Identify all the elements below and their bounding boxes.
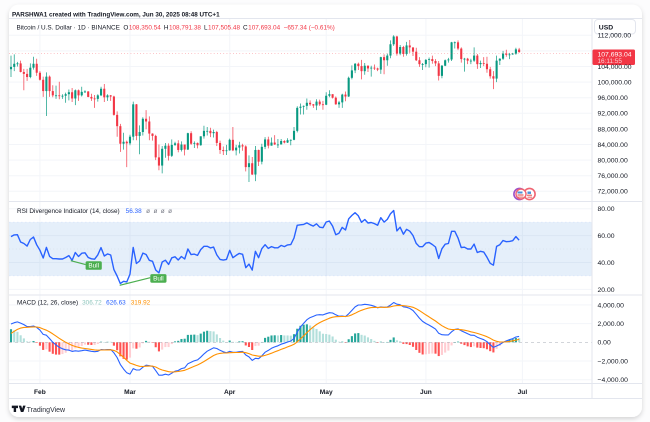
- svg-text:Bitcoin / U.S. Dollar · 1D · B: Bitcoin / U.S. Dollar · 1D · BINANCE O108…: [17, 24, 335, 31]
- svg-text:107,693.04: 107,693.04: [598, 51, 632, 58]
- svg-text:72,000.00: 72,000.00: [598, 189, 628, 196]
- svg-text:76,000.00: 76,000.00: [598, 173, 628, 180]
- svg-text:20.00: 20.00: [598, 287, 615, 294]
- svg-text:Bull: Bull: [153, 276, 164, 283]
- svg-text:Jul: Jul: [518, 389, 528, 396]
- svg-text:92,000.00: 92,000.00: [598, 111, 628, 118]
- svg-text:PARSHWA1 created with TradingV: PARSHWA1 created with TradingView.com, J…: [12, 12, 220, 19]
- svg-text:0.00: 0.00: [598, 340, 611, 347]
- svg-text:96,000.00: 96,000.00: [598, 95, 628, 102]
- svg-text:40.00: 40.00: [598, 260, 615, 267]
- svg-text:60.00: 60.00: [598, 233, 615, 240]
- svg-text:80.00: 80.00: [598, 206, 615, 213]
- svg-text:TradingView: TradingView: [27, 407, 66, 414]
- svg-text:Mar: Mar: [124, 389, 136, 396]
- svg-text:RSI Divergence Indicator (14,: RSI Divergence Indicator (14, close) 56.3…: [17, 208, 172, 215]
- svg-text:80,000.00: 80,000.00: [598, 158, 628, 165]
- svg-text:Feb: Feb: [34, 389, 46, 396]
- svg-text:16:11:55: 16:11:55: [598, 58, 623, 65]
- svg-text:84,000.00: 84,000.00: [598, 142, 628, 149]
- svg-text:Apr: Apr: [224, 389, 236, 396]
- svg-text:112,000.00: 112,000.00: [598, 33, 632, 40]
- svg-text:−4,000.00: −4,000.00: [598, 377, 629, 384]
- svg-text:4,000.00: 4,000.00: [598, 302, 625, 309]
- svg-text:May: May: [320, 389, 333, 396]
- svg-text:Jun: Jun: [420, 389, 432, 396]
- svg-text:Bull: Bull: [88, 263, 99, 270]
- svg-text:2,000.00: 2,000.00: [598, 321, 625, 328]
- svg-text:−2,000.00: −2,000.00: [598, 358, 629, 365]
- svg-text:USD: USD: [599, 24, 613, 31]
- svg-text:104,000.00: 104,000.00: [598, 64, 632, 71]
- svg-text:88,000.00: 88,000.00: [598, 126, 628, 133]
- svg-text:100,000.00: 100,000.00: [598, 80, 632, 87]
